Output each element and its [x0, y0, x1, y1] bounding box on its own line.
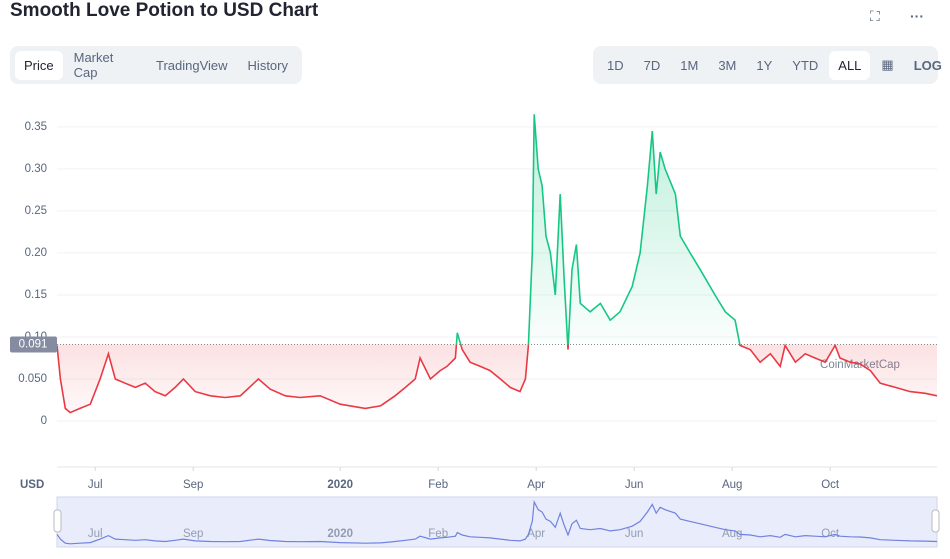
tab[interactable]: TradingView [156, 57, 228, 73]
price-line [56, 114, 938, 414]
navigator-tick-label: Oct [821, 528, 840, 540]
x-tick-label: Sep [183, 479, 203, 491]
navigator-tick-label: Sep [183, 528, 203, 540]
x-tick-label: 2020 [327, 479, 353, 491]
range-button[interactable]: 1Y [756, 57, 773, 73]
tab[interactable]: History [247, 57, 288, 73]
navigator-tick-label: Feb [428, 528, 448, 540]
current-price-label: 0.091 [19, 339, 48, 351]
range-button[interactable]: 7D [643, 57, 661, 73]
navigator-tick-label: Jun [625, 528, 644, 540]
y-tick-label: 0.35 [25, 121, 47, 133]
chart-title: Smooth Love Potion to USD Chart [10, 0, 319, 21]
tab[interactable]: Price [15, 50, 63, 80]
y-axis-label: USD [20, 479, 44, 491]
range-button[interactable]: ALL [829, 50, 871, 80]
navigator-tick-label: 2020 [327, 528, 353, 540]
more-icon[interactable]: ··· [910, 8, 924, 24]
x-tick-label: Oct [821, 479, 840, 491]
current-price-box [10, 336, 57, 353]
y-tick-label: 0.20 [25, 247, 47, 259]
range-button[interactable]: YTD [792, 57, 819, 73]
x-tick-label: Jul [88, 479, 103, 491]
y-tick-label: 0.050 [18, 373, 47, 385]
x-tick-label: Feb [428, 479, 448, 491]
range-button[interactable]: 1D [607, 57, 624, 73]
range-button[interactable]: 3M [718, 57, 737, 73]
x-tick-label: Apr [527, 479, 545, 491]
tab-group: Price Market Cap TradingView History [10, 46, 302, 84]
tab[interactable]: Market Cap [73, 50, 114, 80]
navigator-tick-label: Aug [722, 528, 742, 540]
price-area [57, 114, 937, 413]
y-tick-label: 0.25 [25, 205, 47, 217]
navigator-handle[interactable] [931, 509, 940, 533]
x-tick-label: Aug [722, 479, 742, 491]
y-tick-label: 0.30 [25, 163, 47, 175]
navigator-line [56, 499, 938, 545]
navigator-handle[interactable] [53, 509, 62, 533]
range-group: 1D 7D 1M 3M 1Y YTD ALL ▦ LOG [593, 46, 942, 84]
log-button[interactable]: LOG [913, 57, 942, 73]
y-tick-label: 0 [41, 415, 47, 427]
range-button[interactable]: 1M [680, 57, 699, 73]
navigator-tick-label: Jul [88, 528, 103, 540]
y-tick-label: 0.15 [25, 289, 47, 301]
navigator-tick-label: Apr [527, 528, 545, 540]
calendar-icon[interactable]: ▦ [881, 57, 894, 72]
x-tick-label: Jun [625, 479, 644, 491]
fullscreen-icon[interactable]: ⛶ [870, 8, 880, 24]
